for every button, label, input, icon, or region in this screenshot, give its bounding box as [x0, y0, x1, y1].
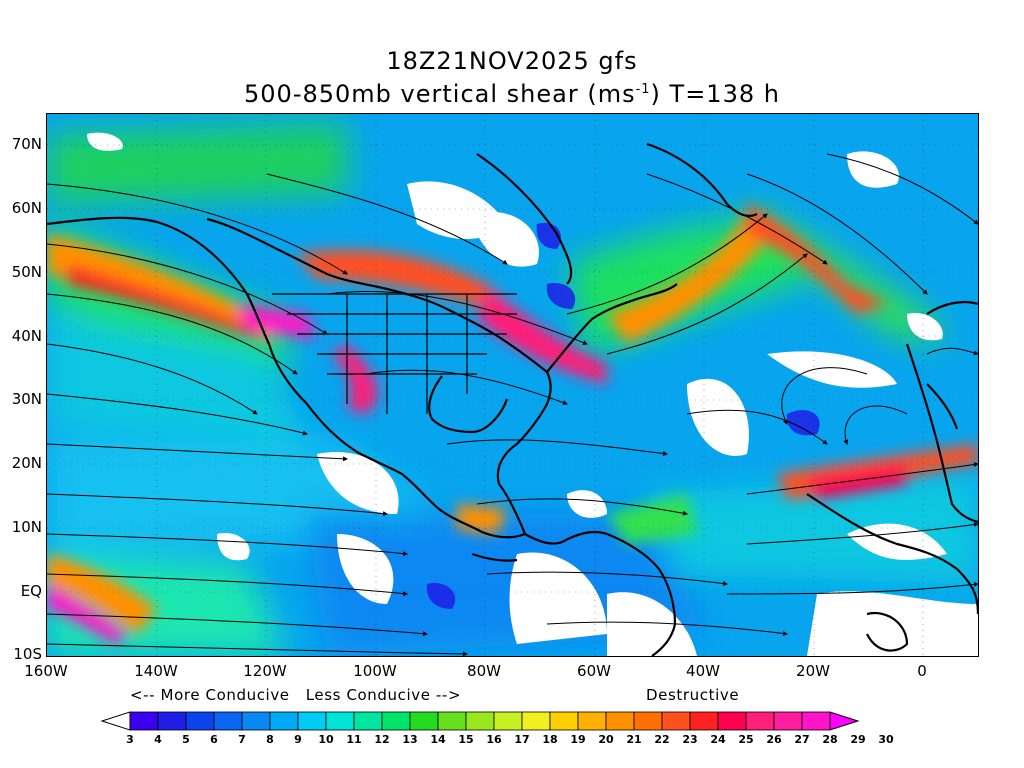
colorbar-swatch — [577, 711, 607, 731]
destructive-caption: Destructive — [646, 686, 740, 704]
colorbar-tick-label: 11 — [346, 733, 362, 746]
colorbar-tick-label: 14 — [430, 733, 446, 746]
colorbar-tick-label: 21 — [626, 733, 642, 746]
lat-label-eq: EQ — [20, 582, 42, 600]
colorbar-tick-label: 23 — [682, 733, 698, 746]
colorbar-swatch — [213, 711, 243, 731]
lat-label-70n: 70N — [11, 135, 42, 153]
lon-label-140w: 140W — [134, 662, 178, 680]
colorbar-swatch — [381, 711, 411, 731]
lat-label-50n: 50N — [11, 263, 42, 281]
colorbar-tick-label: 24 — [710, 733, 726, 746]
colorbar-swatch — [465, 711, 495, 731]
lat-label-20n: 20N — [11, 454, 42, 472]
colorbar-tick-label: 22 — [654, 733, 670, 746]
colorbar-tick-label: 19 — [570, 733, 586, 746]
coastlines — [47, 142, 978, 656]
colorbar-tick-label: 25 — [738, 733, 754, 746]
colorbar-tick-label: 10 — [318, 733, 334, 746]
colorbar-swatch — [745, 711, 775, 731]
colorbar-tick-label: 20 — [598, 733, 614, 746]
colorbar-swatch — [297, 711, 327, 731]
map-title: 18Z21NOV2025 gfs — [386, 47, 638, 75]
colorbar-swatch — [717, 711, 747, 731]
subtitle-suffix: ) T=138 h — [650, 80, 780, 108]
colorbar-tick-label: 30 — [878, 733, 894, 746]
shear-field-jets — [47, 204, 978, 644]
colorbar-tick-label: 26 — [766, 733, 782, 746]
lon-label-160w: 160W — [24, 662, 68, 680]
colorbar-over-arrow — [829, 711, 860, 731]
colorbar-tick-label: 3 — [126, 733, 134, 746]
colorbar-tick-label: 17 — [514, 733, 530, 746]
streamlines — [47, 153, 978, 656]
lon-label-100w: 100W — [353, 662, 397, 680]
state-borders — [272, 293, 517, 414]
colorbar-swatch — [241, 711, 271, 731]
colorbar-swatch — [353, 711, 383, 731]
lon-label-120w: 120W — [243, 662, 287, 680]
lon-label-80w: 80W — [467, 662, 501, 680]
colorbar-tick-label: 29 — [850, 733, 866, 746]
colorbar-swatch — [801, 711, 831, 731]
conducive-caption: <-- More Conducive Less Conducive --> — [130, 686, 462, 704]
colorbar-swatch — [605, 711, 635, 731]
colorbar-tick-label: 9 — [294, 733, 302, 746]
colorbar-tick-label: 18 — [542, 733, 558, 746]
colorbar-tick-label: 7 — [238, 733, 246, 746]
colorbar-tick-label: 6 — [210, 733, 218, 746]
colorbar-swatch — [493, 711, 523, 731]
lon-label-0: 0 — [917, 662, 927, 680]
colorbar-swatch — [549, 711, 579, 731]
map-subtitle: 500-850mb vertical shear (ms-1) T=138 h — [0, 76, 1024, 108]
colorbar-swatch — [773, 711, 803, 731]
colorbar-swatch — [409, 711, 439, 731]
colorbar-swatch — [633, 711, 663, 731]
colorbar-swatch — [689, 711, 719, 731]
colorbar — [100, 711, 860, 731]
colorbar-tick-label: 13 — [402, 733, 418, 746]
colorbar-swatch — [129, 711, 159, 731]
lat-label-40n: 40N — [11, 327, 42, 345]
lon-label-40w: 40W — [686, 662, 720, 680]
lat-label-10n: 10N — [11, 518, 42, 536]
shear-map-svg — [47, 114, 978, 656]
colorbar-swatch — [437, 711, 467, 731]
subtitle-prefix: 500-850mb vertical shear (ms — [244, 80, 636, 108]
lat-label-10s: 10S — [13, 645, 42, 663]
lat-label-30n: 30N — [11, 390, 42, 408]
lon-label-60w: 60W — [577, 662, 611, 680]
colorbar-under-arrow — [100, 711, 131, 731]
colorbar-tick-label: 5 — [182, 733, 190, 746]
shear-map — [46, 113, 979, 657]
lat-label-60n: 60N — [11, 199, 42, 217]
colorbar-swatch — [661, 711, 691, 731]
colorbar-swatch — [521, 711, 551, 731]
colorbar-tick-label: 8 — [266, 733, 274, 746]
colorbar-tick-label: 4 — [154, 733, 162, 746]
colorbar-tick-label: 28 — [822, 733, 838, 746]
colorbar-tick-label: 27 — [794, 733, 810, 746]
colorbar-tick-label: 12 — [374, 733, 390, 746]
colorbar-tick-label: 15 — [458, 733, 474, 746]
lon-label-20w: 20W — [796, 662, 830, 680]
colorbar-boxes — [100, 711, 860, 731]
colorbar-swatch — [185, 711, 215, 731]
colorbar-tick-label: 16 — [486, 733, 502, 746]
colorbar-swatch — [269, 711, 299, 731]
colorbar-swatch — [325, 711, 355, 731]
subtitle-unit-exponent: -1 — [635, 82, 651, 97]
colorbar-swatch — [157, 711, 187, 731]
